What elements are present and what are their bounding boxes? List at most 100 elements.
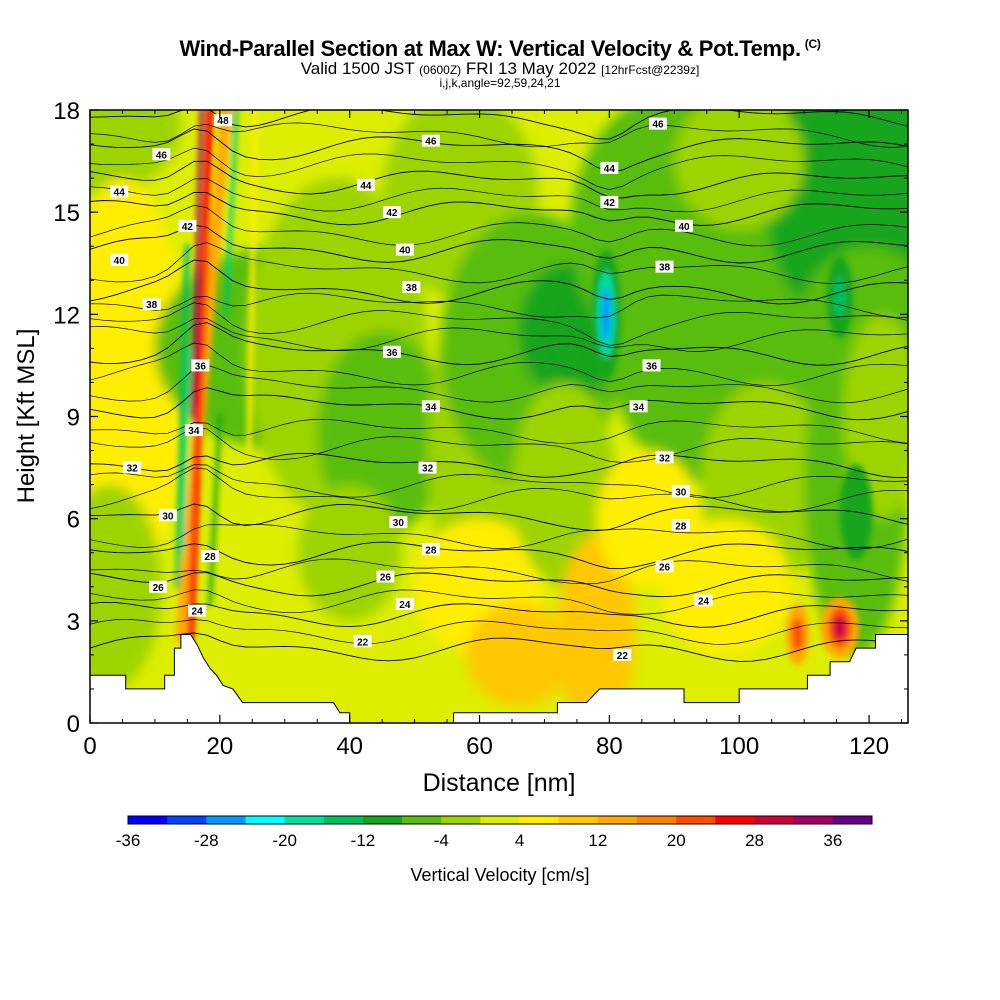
contour-label-text: 28 xyxy=(425,545,437,556)
theta-contour xyxy=(90,589,908,615)
contour-label-text: 44 xyxy=(604,164,616,175)
colorbar-swatch xyxy=(519,816,560,824)
contour-label: 26 xyxy=(376,570,395,584)
theta-contour xyxy=(90,418,908,444)
contour-label: 22 xyxy=(613,648,632,662)
y-tick-label: 0 xyxy=(67,711,80,738)
velocity-region xyxy=(317,331,448,536)
y-tick-label: 15 xyxy=(53,200,80,227)
contour-label: 30 xyxy=(158,509,177,522)
velocity-column xyxy=(187,110,214,642)
velocity-column xyxy=(208,414,222,606)
theta-contour-32 xyxy=(90,452,908,479)
contour-label-box xyxy=(655,560,674,573)
contour-label: 28 xyxy=(201,550,220,563)
contour-label-box xyxy=(613,648,632,661)
theta-contour xyxy=(90,242,908,284)
contour-label-text: 22 xyxy=(357,637,369,648)
colorbar-tick-label: -36 xyxy=(116,831,141,850)
colorbar-swatch xyxy=(480,816,521,824)
contour-labels: 48 46 46 46 44 44 44 42 42 42 40 40 40 38 38 38 36 36 36 34… xyxy=(110,114,713,662)
theta-contour xyxy=(90,204,908,247)
theta-contour-38 xyxy=(90,259,908,305)
theta-contour-46 xyxy=(90,128,908,173)
colorbar: -36 -28 -20 -12 -4 4 12 20 28 36 xyxy=(116,815,873,850)
contour-label-box xyxy=(110,185,129,198)
contour-label-box xyxy=(184,424,203,437)
contour-label: 42 xyxy=(600,195,619,209)
colorbar-tick-label: -12 xyxy=(351,831,376,850)
contour-label: 42 xyxy=(178,219,197,233)
colorbar-tick-label: 4 xyxy=(515,831,524,850)
y-axis-label: Height [Kft MSL] xyxy=(13,329,40,504)
contour-label-text: 34 xyxy=(425,402,437,413)
contour-label-box xyxy=(402,281,421,294)
velocity-region xyxy=(90,178,188,587)
contour-label: 36 xyxy=(642,359,661,372)
colorbar-tick-label: -28 xyxy=(194,831,219,850)
colorbar-swatch xyxy=(637,816,677,824)
colorbar-tick-label: 12 xyxy=(588,831,607,850)
contour-label-box xyxy=(600,161,619,174)
contour-label-text: 46 xyxy=(425,137,437,148)
theta-contour-36 xyxy=(90,322,908,366)
contour-label-text: 28 xyxy=(675,521,687,532)
contour-label: 24 xyxy=(694,594,713,607)
colorbar-label: Vertical Velocity [cm/s] xyxy=(410,865,589,885)
contour-label-text: 24 xyxy=(698,596,710,607)
velocity-region xyxy=(661,518,792,655)
contour-label-box xyxy=(694,594,713,607)
contour-label-box xyxy=(389,516,408,529)
contour-label-text: 36 xyxy=(195,361,207,372)
contour-label-text: 34 xyxy=(633,402,645,413)
contour-label: 38 xyxy=(655,260,674,274)
contour-label-box xyxy=(152,148,171,161)
x-tick-label: 100 xyxy=(719,733,759,760)
contour-label-box xyxy=(418,461,437,474)
colorbar-tick-label: -4 xyxy=(434,831,449,850)
colorbar-swatch xyxy=(715,816,756,824)
velocity-core xyxy=(791,617,804,652)
theta-contour-40 xyxy=(90,224,908,264)
velocity-core xyxy=(833,615,847,640)
contour-label-text: 42 xyxy=(604,198,616,209)
theta-contour-44 xyxy=(90,160,908,199)
contour-label-box xyxy=(649,117,668,130)
contour-label-box xyxy=(178,219,197,232)
colorbar-swatch xyxy=(597,816,638,824)
contour-label-box xyxy=(353,635,372,648)
contour-label: 40 xyxy=(110,253,129,267)
theta-contour-34 xyxy=(90,387,908,421)
contour-label-text: 42 xyxy=(182,222,194,233)
velocity-core xyxy=(833,276,847,318)
contour-label-text: 32 xyxy=(659,453,671,464)
contour-label: 46 xyxy=(649,117,668,131)
theta-contour xyxy=(90,318,908,352)
contour-label: 46 xyxy=(421,134,440,148)
velocity-region xyxy=(557,535,636,723)
contour-label-text: 38 xyxy=(146,300,158,311)
contour-label-text: 36 xyxy=(646,361,658,372)
contour-label-text: 38 xyxy=(659,263,671,274)
colorbar-swatch xyxy=(206,816,246,824)
theta-contour xyxy=(90,464,908,499)
velocity-region xyxy=(90,110,181,196)
theta-contour-42 xyxy=(90,192,908,226)
colorbar-swatch xyxy=(245,816,286,824)
velocity-core xyxy=(554,307,581,376)
velocity-column xyxy=(175,243,190,590)
contour-label-box xyxy=(655,260,674,273)
x-tick-label: 20 xyxy=(206,733,233,760)
colorbar-swatch xyxy=(793,816,834,824)
colorbar-swatch xyxy=(128,816,168,824)
contour-label-box xyxy=(110,253,129,266)
contour-label-text: 36 xyxy=(386,348,398,359)
chart-valid-time: Valid 1500 JST (0600Z) FRI 13 May 2022 [… xyxy=(300,59,700,78)
contour-label-box xyxy=(188,604,207,617)
colorbar-frame xyxy=(127,815,873,825)
theta-contour-26 xyxy=(90,572,908,598)
colorbar-swatch xyxy=(832,816,873,824)
contour-label-text: 24 xyxy=(192,607,204,618)
contour-label: 36 xyxy=(382,345,401,359)
